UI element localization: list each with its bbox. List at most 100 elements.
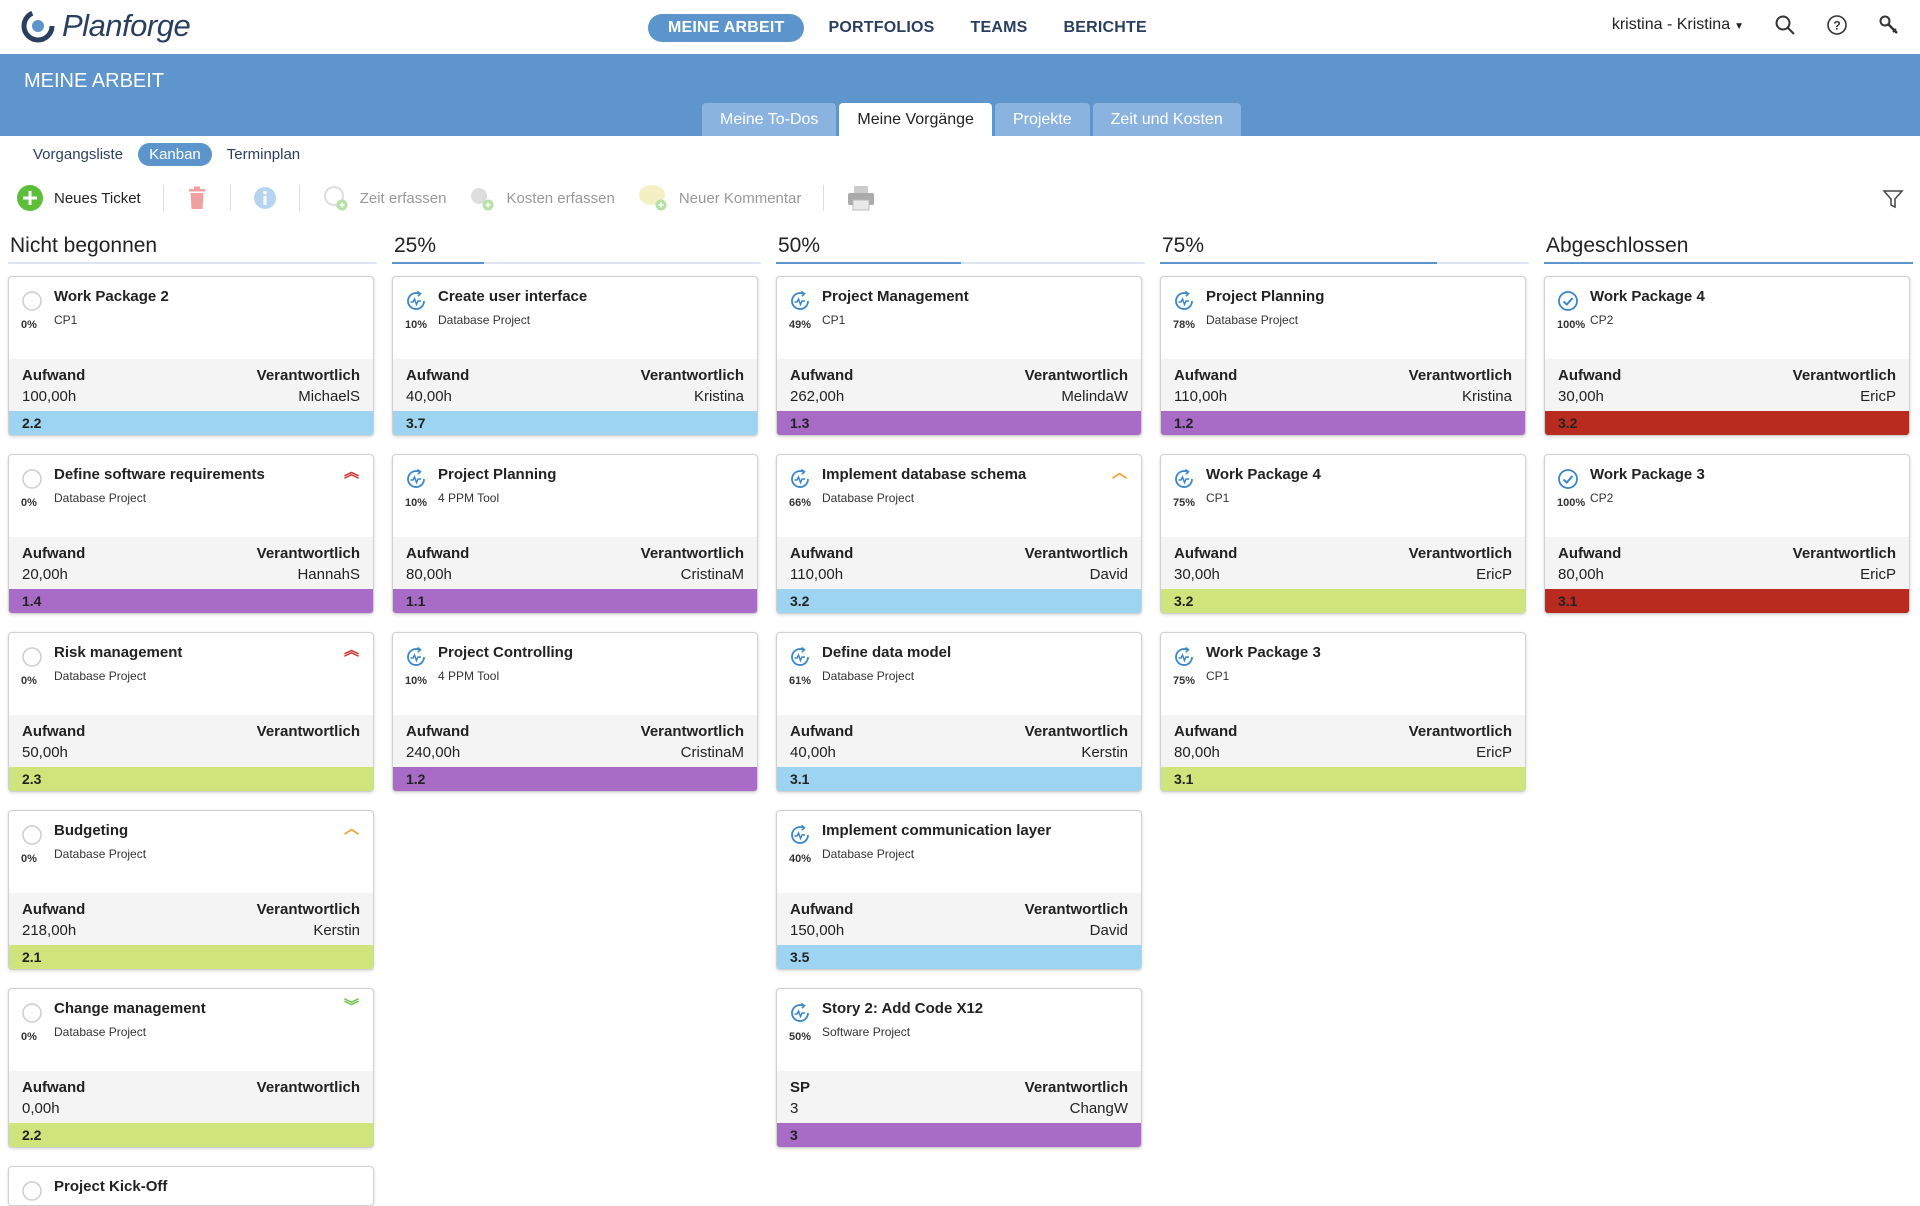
card-details: Aufwand Verantwortlich 110,00h David xyxy=(777,537,1141,589)
tools-icon[interactable] xyxy=(1878,14,1900,36)
progress-percent: 100% xyxy=(1557,319,1586,331)
nav-meine-arbeit[interactable]: MEINE ARBEIT xyxy=(648,14,805,42)
responsible-value: CristinaM xyxy=(680,566,744,583)
card-header: 61% Define data model Database Project xyxy=(777,633,1141,715)
status-in-progress-icon xyxy=(407,290,425,310)
record-time-label: Zeit erfassen xyxy=(359,189,447,207)
view-vorgangsliste[interactable]: Vorgangsliste xyxy=(33,145,124,163)
responsible-value: EricP xyxy=(1860,566,1896,583)
search-icon[interactable] xyxy=(1774,14,1796,36)
progress-percent: 49% xyxy=(789,319,812,331)
priority-low-icon: ︾ xyxy=(343,998,359,1015)
ticket-card[interactable]: 75% Work Package 4 CP1 Aufwand Verantwortlic… xyxy=(1160,454,1526,614)
card-title: Risk management xyxy=(54,644,183,661)
progress-percent: 61% xyxy=(789,675,812,687)
ticket-card[interactable]: 100% Work Package 3 CP2 Aufwand Verantwortli… xyxy=(1544,454,1910,614)
card-header: 0% Work Package 2 CP1 xyxy=(9,277,373,359)
ticket-card[interactable]: 0% Work Package 2 CP1 Aufwand Verantwortlich… xyxy=(8,276,374,436)
card-details: Aufwand Verantwortlich 0,00h xyxy=(9,1071,373,1123)
nav-portfolios[interactable]: PORTFOLIOS xyxy=(828,19,935,36)
phase-bar: 3.1 xyxy=(1161,767,1525,791)
effort-value: 150,00h xyxy=(790,922,845,939)
ticket-card[interactable]: 75% Work Package 3 CP1 Aufwand Verantwortlic… xyxy=(1160,632,1526,792)
nav-teams[interactable]: TEAMS xyxy=(970,19,1028,36)
add-circle-icon xyxy=(17,185,43,211)
delete-button[interactable] xyxy=(186,186,208,210)
ticket-card[interactable]: 0% Define software requirements Database P… xyxy=(8,454,374,614)
tab-meine-vorgaenge[interactable]: Meine Vorgänge xyxy=(839,103,992,136)
ticket-card[interactable]: 61% Define data model Database Project Aufw… xyxy=(776,632,1142,792)
effort-label: Aufwand xyxy=(790,723,854,740)
card-project: CP1 xyxy=(1206,669,1230,683)
effort-value: 262,00h xyxy=(790,388,845,405)
effort-label: Aufwand xyxy=(1174,723,1238,740)
tab-projekte[interactable]: Projekte xyxy=(994,103,1090,136)
ticket-card[interactable]: 0% Risk management Database Project ︽ Aufwan… xyxy=(8,632,374,792)
card-title: Create user interface xyxy=(438,288,588,305)
ticket-card[interactable]: 10% Create user interface Database Project… xyxy=(392,276,758,436)
phase-bar: 3.2 xyxy=(1161,589,1525,613)
tab-zeit-und-kosten[interactable]: Zeit und Kosten xyxy=(1092,103,1241,136)
help-icon[interactable]: ? xyxy=(1826,14,1848,36)
phase-bar: 3 xyxy=(777,1123,1141,1147)
ticket-card[interactable]: 0% Budgeting Database Project ︿ Aufwand Veran… xyxy=(8,810,374,970)
responsible-label: Verantwortlich xyxy=(256,901,360,918)
progress-percent: 0% xyxy=(21,853,37,865)
card-details: Aufwand Verantwortlich 40,00h Kristina xyxy=(393,359,757,411)
nav-berichte[interactable]: BERICHTE xyxy=(1063,19,1147,36)
column-title: 50% xyxy=(778,234,821,257)
progress-percent: 0% xyxy=(21,319,37,331)
responsible-value: EricP xyxy=(1860,388,1896,405)
card-title: Work Package 2 xyxy=(54,288,169,305)
column-header: Nicht begonnen xyxy=(8,228,377,264)
phase-bar: 1.3 xyxy=(777,411,1141,435)
svg-text:?: ? xyxy=(1833,19,1840,33)
effort-value: 110,00h xyxy=(1174,388,1228,405)
card-title: Project Management xyxy=(822,288,969,305)
responsible-label: Verantwortlich xyxy=(640,367,744,384)
tab-meine-todos[interactable]: Meine To-Dos xyxy=(702,103,837,136)
card-title: Work Package 3 xyxy=(1590,466,1705,483)
ticket-card[interactable]: 100% Work Package 4 CP2 Aufwand Verantwortli… xyxy=(1544,276,1910,436)
ticket-card[interactable]: 10% Project Planning 4 PPM Tool Aufwand Vera… xyxy=(392,454,758,614)
record-time-button[interactable]: Zeit erfassen xyxy=(322,184,447,212)
print-button[interactable] xyxy=(846,184,876,212)
new-comment-button[interactable]: Neuer Kommentar xyxy=(637,183,801,213)
user-menu[interactable]: kristina - Kristina ▼ xyxy=(1612,16,1744,34)
ticket-card[interactable]: Project Kick-Off xyxy=(8,1166,374,1206)
responsible-value: David xyxy=(1089,566,1128,583)
ticket-card[interactable]: 0% Change management Database Project ︾ Aufw… xyxy=(8,988,374,1148)
column-title: 75% xyxy=(1162,234,1205,257)
logo-icon xyxy=(21,9,55,43)
ticket-card[interactable]: 66% Implement database schema Database Pro… xyxy=(776,454,1142,614)
card-header: 100% Work Package 3 CP2 xyxy=(1545,455,1909,537)
progress-percent: 0% xyxy=(21,1031,37,1043)
filter-icon[interactable] xyxy=(1882,188,1904,210)
ticket-card[interactable]: 50% Story 2: Add Code X12 Software Project… xyxy=(776,988,1142,1148)
responsible-label: Verantwortlich xyxy=(1024,545,1128,562)
new-ticket-button[interactable]: Neues Ticket xyxy=(16,184,141,212)
column-header: Abgeschlossen xyxy=(1544,228,1913,264)
info-button[interactable] xyxy=(253,186,277,210)
effort-label: Aufwand xyxy=(1558,367,1622,384)
phase-bar: 2.1 xyxy=(9,945,373,969)
toolbar-divider xyxy=(298,185,300,211)
card-details: Aufwand Verantwortlich 80,00h EricP xyxy=(1545,537,1909,589)
ticket-card[interactable]: 10% Project Controlling 4 PPM Tool Aufwand V… xyxy=(392,632,758,792)
logo[interactable]: Planforge xyxy=(20,8,191,44)
status-open-icon xyxy=(22,1181,42,1201)
progress-percent: 75% xyxy=(1173,675,1196,687)
view-terminplan[interactable]: Terminplan xyxy=(226,145,301,163)
effort-label: Aufwand xyxy=(1174,545,1238,562)
ticket-card[interactable]: 40% Implement communication layer Database… xyxy=(776,810,1142,970)
ticket-card[interactable]: 78% Project Planning Database Project Aufwa… xyxy=(1160,276,1526,436)
card-header: 0% Define software requirements Database P… xyxy=(9,455,373,537)
responsible-label: Verantwortlich xyxy=(640,545,744,562)
card-project: Database Project xyxy=(54,847,147,861)
responsible-value: Kerstin xyxy=(1081,744,1128,761)
ticket-card[interactable]: 49% Project Management CP1 Aufwand Verantwor… xyxy=(776,276,1142,436)
view-kanban[interactable]: Kanban xyxy=(138,142,212,166)
responsible-label: Verantwortlich xyxy=(256,367,360,384)
page-title: MEINE ARBEIT xyxy=(24,70,165,92)
record-costs-button[interactable]: Kosten erfassen xyxy=(468,184,615,212)
